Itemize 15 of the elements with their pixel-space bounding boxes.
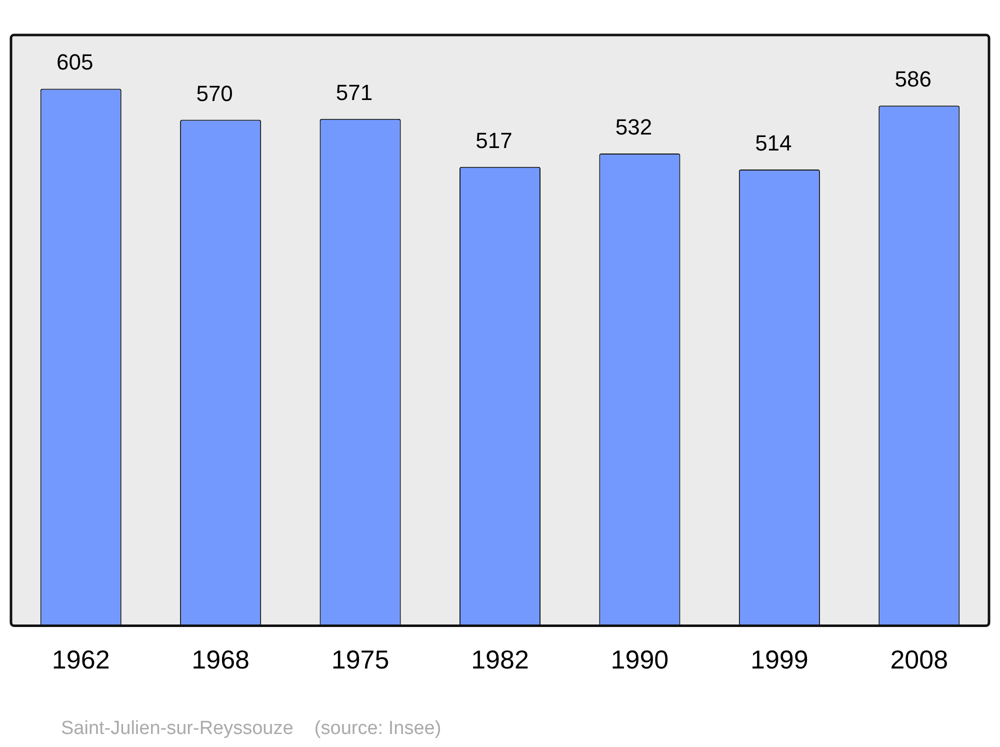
x-tick-label: 1990 [610, 644, 669, 675]
data-label: 571 [336, 80, 373, 105]
data-label: 532 [615, 114, 652, 140]
data-label: 514 [755, 130, 792, 156]
text: Saint-Julien-sur-Reyssouze (source: Insee) [61, 718, 442, 740]
x-tick-label: 1962 [52, 644, 110, 675]
x-tick-label: 1999 [750, 644, 808, 675]
data-label: 570 [196, 80, 233, 106]
x-tick-label: 1982 [471, 644, 529, 675]
x-tick-label: 2008 [890, 644, 948, 675]
data-label: 517 [476, 128, 512, 153]
x-tick-label: 1968 [192, 644, 250, 675]
data-label: 586 [894, 66, 932, 92]
x-tick-label: 1975 [331, 644, 390, 675]
data-label: 605 [56, 50, 94, 75]
